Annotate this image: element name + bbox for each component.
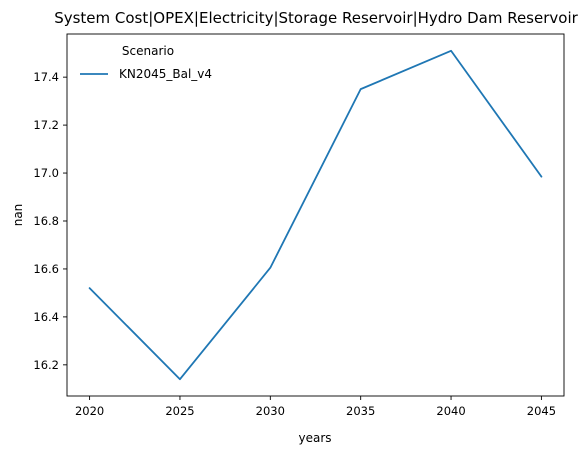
y-axis-label: nan <box>11 204 25 227</box>
y-axis: 16.2 16.4 16.6 16.8 17.0 17.2 17.4 <box>33 70 67 372</box>
x-tick-label: 2030 <box>256 404 285 418</box>
series-layer <box>88 49 543 381</box>
x-tick-label: 2040 <box>436 404 465 418</box>
x-tick-label: 2045 <box>527 404 556 418</box>
x-tick-label: 2035 <box>346 404 375 418</box>
y-tick-label: 17.2 <box>33 118 59 132</box>
y-tick-label: 16.6 <box>33 262 59 276</box>
y-tick-label: 16.4 <box>33 310 59 324</box>
legend-title: Scenario <box>122 44 174 58</box>
x-axis-label: years <box>298 431 331 445</box>
plot-area <box>66 33 565 397</box>
y-tick-label: 16.8 <box>33 214 59 228</box>
y-tick-label: 16.2 <box>33 358 59 372</box>
legend-label: KN2045_Bal_v4 <box>119 67 212 81</box>
x-tick-label: 2025 <box>165 404 194 418</box>
x-axis: 2020 2025 2030 2035 2040 2045 <box>75 396 556 418</box>
y-tick-label: 17.4 <box>33 70 59 84</box>
legend: Scenario KN2045_Bal_v4 <box>80 44 212 81</box>
chart-title: System Cost|OPEX|Electricity|Storage Res… <box>54 9 578 27</box>
x-tick-label: 2020 <box>75 404 104 418</box>
y-tick-label: 17.0 <box>33 166 59 180</box>
series-line-0 <box>88 49 543 381</box>
